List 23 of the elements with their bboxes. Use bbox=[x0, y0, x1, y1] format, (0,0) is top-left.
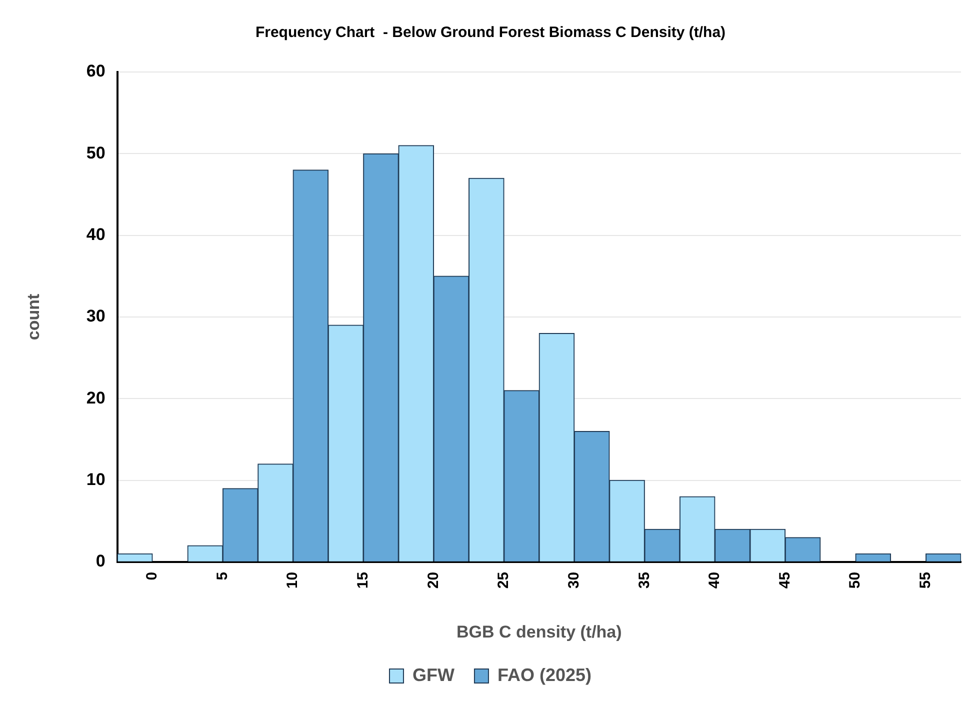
x-tick-label: 10 bbox=[284, 572, 302, 589]
x-axis-title: BGB C density (t/ha) bbox=[456, 622, 622, 642]
y-axis-title: count bbox=[24, 293, 43, 340]
y-tick-label: 30 bbox=[86, 306, 106, 326]
x-tick-label: 20 bbox=[424, 572, 442, 589]
x-tick-label: 45 bbox=[776, 572, 794, 589]
x-tick-label: 55 bbox=[916, 572, 934, 589]
x-tick-label: 40 bbox=[706, 572, 724, 589]
y-tick-label: 50 bbox=[86, 143, 106, 162]
legend-label: GFW bbox=[412, 664, 454, 685]
x-tick-label: 30 bbox=[565, 572, 582, 589]
legend-label: FAO (2025) bbox=[497, 664, 592, 685]
x-tick-label: 15 bbox=[354, 572, 372, 589]
x-tick-label: 35 bbox=[636, 572, 653, 589]
y-tick-label: 40 bbox=[86, 224, 106, 244]
x-tick-label: 5 bbox=[214, 572, 231, 580]
x-tick-label: 0 bbox=[144, 572, 161, 580]
y-tick-label: 60 bbox=[86, 62, 106, 81]
y-tick-label: 20 bbox=[86, 388, 106, 408]
x-tick-label: 50 bbox=[846, 572, 864, 589]
chart-title: Frequency Chart - Below Ground Forest Biomass C Density (t/ha) bbox=[255, 24, 726, 42]
y-tick-label: 10 bbox=[86, 470, 106, 489]
x-tick-label: 25 bbox=[495, 572, 512, 589]
